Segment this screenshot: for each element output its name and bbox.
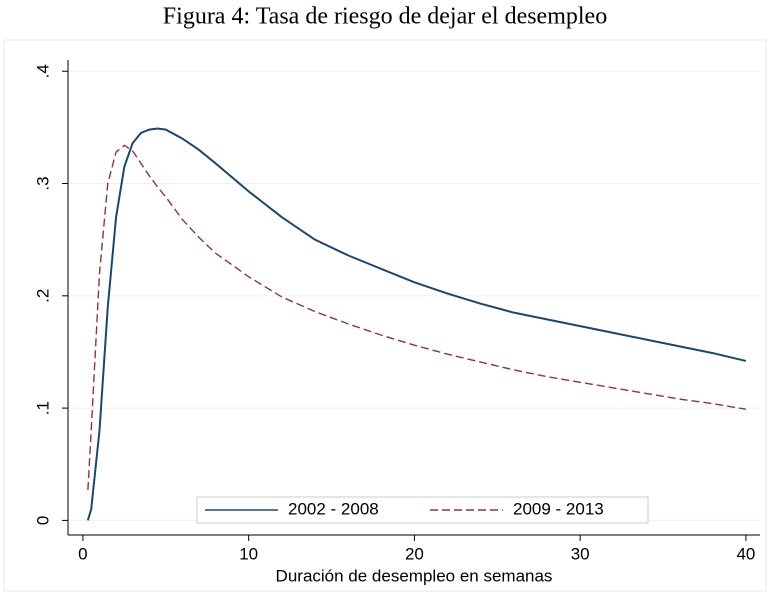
chart-title: Figura 4: Tasa de riesgo de dejar el des… [163, 4, 607, 30]
series-line [86, 127, 747, 521]
y-tick-label: 0 [33, 516, 52, 525]
legend-label: 2002 - 2008 [288, 499, 379, 518]
x-tick-label: 0 [78, 544, 87, 563]
x-tick-label: 20 [405, 544, 424, 563]
x-tick-label: 30 [571, 544, 590, 563]
y-tick-label: .1 [33, 401, 52, 415]
x-axis-label: Duración de desempleo en semanas [276, 566, 553, 585]
y-tick-label: .3 [33, 176, 52, 190]
y-tick-label: .2 [33, 289, 52, 303]
y-tick-label: .4 [33, 64, 52, 78]
x-tick-label: 10 [239, 544, 258, 563]
x-tick-label: 40 [736, 544, 755, 563]
legend-label: 2009 - 2013 [513, 499, 604, 518]
series-line [87, 144, 747, 491]
